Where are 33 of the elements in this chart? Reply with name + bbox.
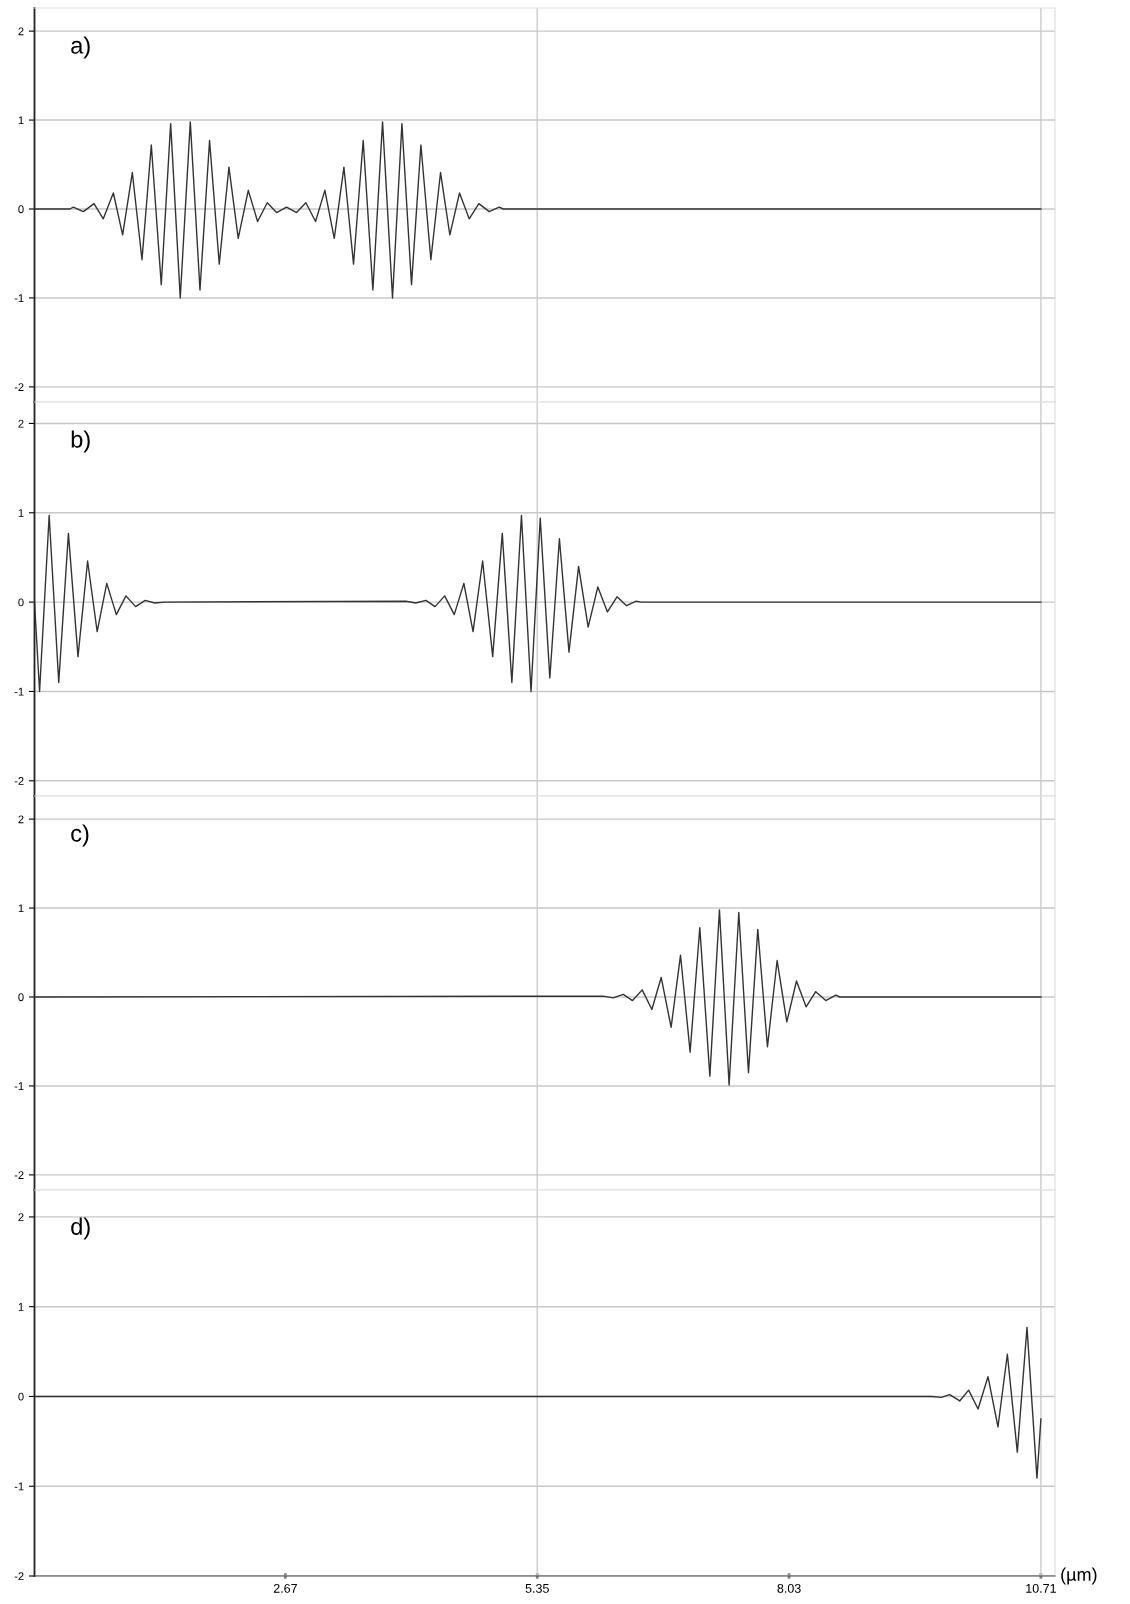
y-tick-label: 0 <box>18 1392 24 1401</box>
y-tick-label: -1 <box>14 1482 24 1491</box>
y-tick-label: -2 <box>14 383 24 391</box>
y-tick-label: -2 <box>14 777 24 785</box>
y-tick-label: 0 <box>18 205 24 214</box>
line-series <box>34 121 1042 299</box>
x-tick-label: 8.03 <box>777 1583 801 1593</box>
x-tick-label: 10.71 <box>1026 1583 1056 1593</box>
y-tick-label: -2 <box>14 1572 24 1581</box>
text: d) <box>71 1217 90 1240</box>
y-tick-label: 1 <box>18 116 24 125</box>
y-tick-label: 1 <box>18 904 24 913</box>
y-tick-label: 2 <box>18 27 24 36</box>
y-tick-label: 2 <box>18 1213 24 1221</box>
text: c) <box>71 824 89 847</box>
x-axis-title: (µm) <box>1061 1567 1097 1585</box>
y-tick-label: -2 <box>14 1171 24 1179</box>
y-tick-label: 2 <box>18 419 24 428</box>
y-tick-label: 1 <box>18 509 24 517</box>
y-tick-label: -1 <box>14 1082 24 1090</box>
text: a) <box>71 36 90 59</box>
y-tick-label: -1 <box>14 687 24 696</box>
y-tick-label: 2 <box>18 815 24 824</box>
x-tick-label: 5.35 <box>525 1583 549 1593</box>
y-tick-label: 0 <box>18 598 24 607</box>
x-tick-label: 2.67 <box>273 1583 297 1593</box>
line-series <box>34 909 1042 1086</box>
y-tick-label: 0 <box>18 993 24 1002</box>
text: b) <box>71 430 90 453</box>
line-series <box>34 1326 1042 1479</box>
y-tick-label: -1 <box>14 294 24 302</box>
y-tick-label: 1 <box>18 1303 24 1311</box>
line-series <box>34 514 1042 693</box>
